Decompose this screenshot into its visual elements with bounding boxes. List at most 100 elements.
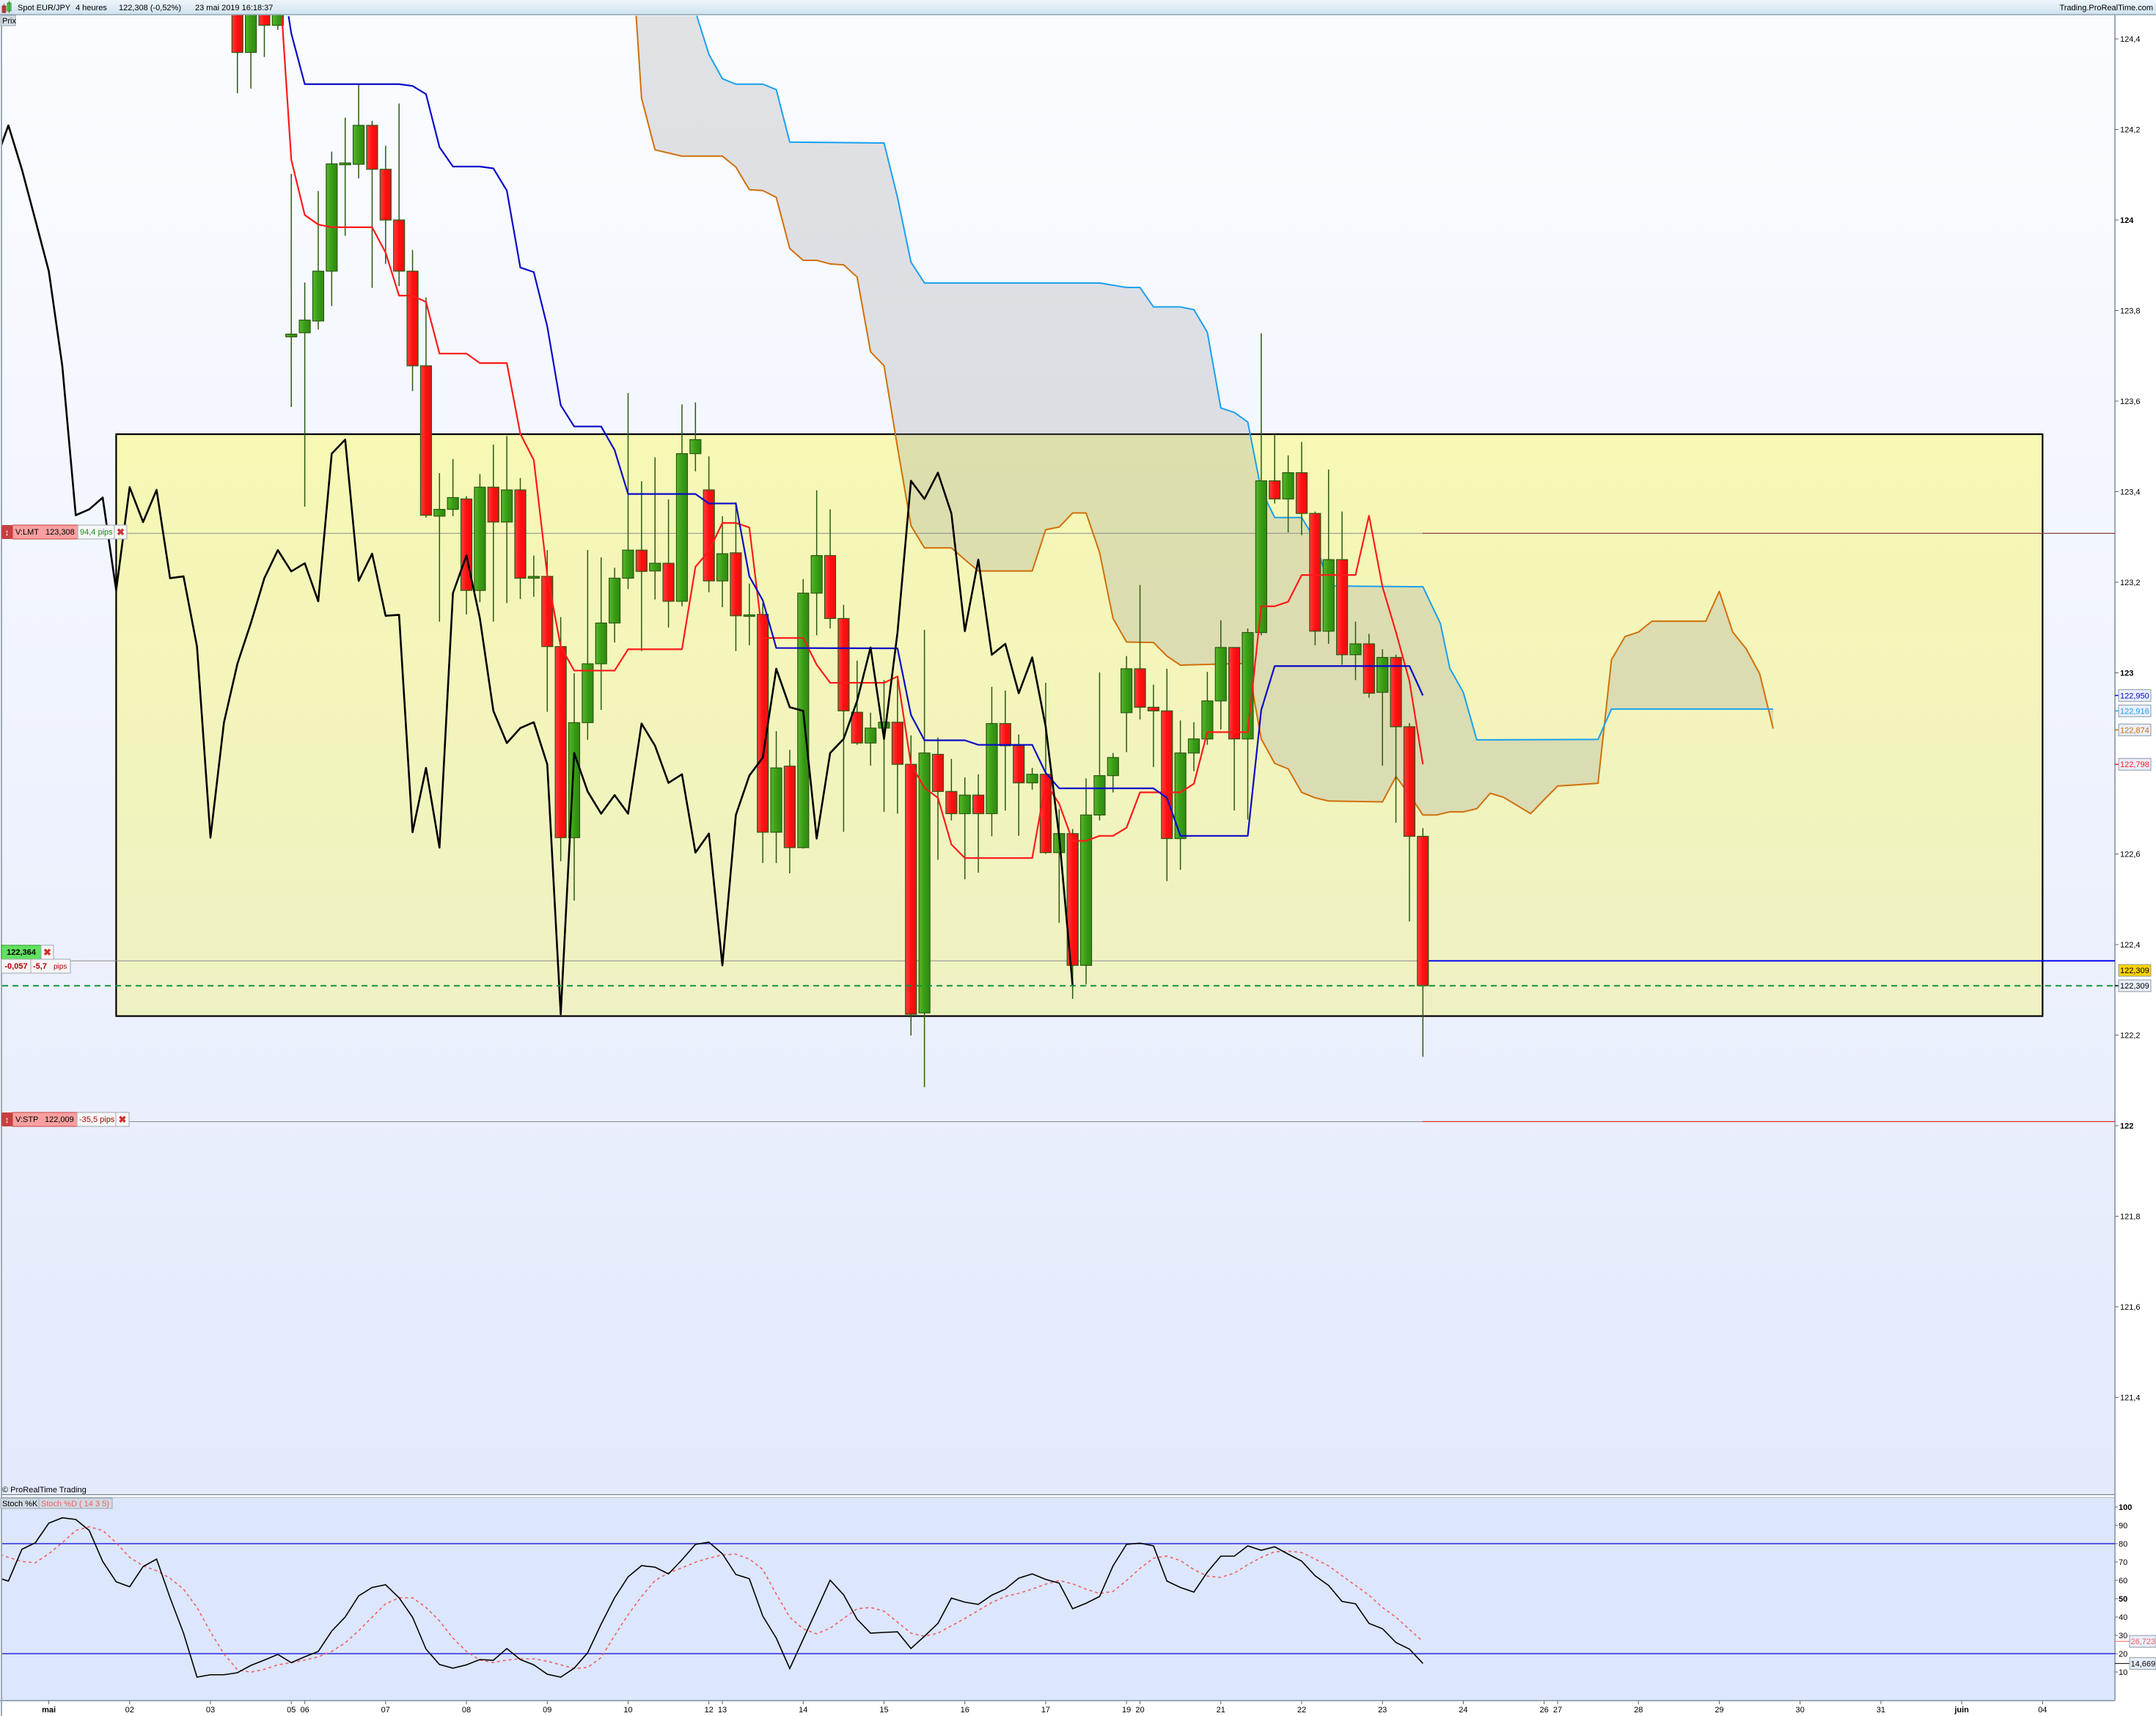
candle[interactable] <box>271 0 284 30</box>
candle[interactable] <box>285 174 298 408</box>
candle[interactable] <box>824 509 837 628</box>
candle[interactable] <box>433 473 446 622</box>
cancel-stop-button[interactable] <box>115 1112 130 1127</box>
bear-candle-body <box>1066 833 1079 967</box>
candle[interactable] <box>1093 672 1106 821</box>
candle[interactable] <box>1079 778 1093 985</box>
candle[interactable] <box>258 0 271 57</box>
candle[interactable] <box>689 402 702 472</box>
candle[interactable] <box>622 392 634 590</box>
candle[interactable] <box>730 502 742 651</box>
candle[interactable] <box>514 477 527 599</box>
candle[interactable] <box>1013 734 1025 836</box>
candle[interactable] <box>972 774 985 873</box>
stoch-d-legend[interactable] <box>38 1497 113 1509</box>
price-tab[interactable] <box>0 15 16 26</box>
bull-candle-body <box>675 453 689 602</box>
candle[interactable] <box>245 0 257 89</box>
candle[interactable] <box>1228 647 1241 811</box>
candle[interactable] <box>339 117 351 236</box>
candle[interactable] <box>326 151 338 307</box>
candle[interactable] <box>891 676 903 814</box>
candle[interactable] <box>1147 684 1160 767</box>
candle[interactable] <box>1214 620 1227 730</box>
candle[interactable] <box>1309 511 1321 645</box>
candle[interactable] <box>1187 722 1200 771</box>
date-tick-label: 12 <box>705 1706 714 1715</box>
drag-handle[interactable] <box>1 1112 12 1126</box>
candle[interactable] <box>1322 469 1335 644</box>
candle[interactable] <box>352 84 365 179</box>
candle[interactable] <box>635 481 648 651</box>
candle[interactable] <box>757 603 769 863</box>
limit-order-ticket[interactable]: ↕ V:LMT 123,308 94,4 pips ✖ <box>1 524 128 540</box>
timeframe[interactable]: 4 heures <box>76 4 107 12</box>
position-ticket[interactable]: 122,364 ✖ -0,057 -5,7 pips <box>1 945 71 974</box>
candle[interactable] <box>1026 768 1038 790</box>
candle[interactable] <box>703 456 715 593</box>
bear-candle-body <box>1390 656 1402 727</box>
stop-order-ticket[interactable]: ↕ V:STP 122,009 -35,5 pips ✖ <box>1 1112 130 1127</box>
support-resistance-zone[interactable] <box>115 433 2044 1017</box>
position-pips-value: -5,7 <box>33 962 47 971</box>
stoch-panel[interactable] <box>2 1498 2115 1701</box>
candle[interactable] <box>1134 584 1146 720</box>
candle[interactable] <box>1174 720 1187 870</box>
candle[interactable] <box>1107 752 1119 793</box>
candle[interactable] <box>298 282 311 507</box>
candle[interactable] <box>487 444 499 622</box>
candle[interactable] <box>810 490 823 636</box>
candle[interactable] <box>1282 455 1294 533</box>
bear-candle-body <box>757 614 769 833</box>
candle[interactable] <box>474 474 486 603</box>
candle[interactable] <box>1403 723 1416 922</box>
candle[interactable] <box>662 499 675 628</box>
candle[interactable] <box>958 777 971 880</box>
candle[interactable] <box>743 583 755 645</box>
candle[interactable] <box>366 120 378 288</box>
candle[interactable] <box>797 579 810 849</box>
candle[interactable] <box>312 191 325 330</box>
candle[interactable] <box>649 457 661 600</box>
candle[interactable] <box>447 459 459 516</box>
candle[interactable] <box>1255 333 1267 636</box>
candle[interactable] <box>770 731 782 863</box>
candle[interactable] <box>582 550 594 740</box>
candle[interactable] <box>675 404 689 606</box>
candle[interactable] <box>878 680 890 813</box>
candle[interactable] <box>419 297 433 518</box>
candle[interactable] <box>945 758 958 821</box>
candle[interactable] <box>1066 829 1079 1000</box>
candle[interactable] <box>837 604 850 832</box>
candle[interactable] <box>595 557 607 711</box>
candle[interactable] <box>783 749 796 874</box>
candle[interactable] <box>393 103 406 287</box>
candle[interactable] <box>1335 511 1349 665</box>
candle[interactable] <box>1349 621 1362 681</box>
candle[interactable] <box>1269 434 1281 504</box>
candle[interactable] <box>999 690 1011 811</box>
price-tick-label: 122,4 <box>2120 941 2141 950</box>
candle[interactable] <box>865 712 877 766</box>
bull-candle-body <box>1026 774 1038 784</box>
candle[interactable] <box>986 686 998 837</box>
candle[interactable] <box>1121 656 1133 752</box>
candle[interactable] <box>501 436 513 604</box>
candle[interactable] <box>1417 828 1429 1057</box>
candle[interactable] <box>231 0 243 94</box>
bull-candle-body <box>1349 643 1362 656</box>
candlestick-icon[interactable] <box>1 1 12 13</box>
bull-candle-body <box>447 496 459 510</box>
bear-candle-body <box>1134 668 1146 708</box>
drag-handle[interactable] <box>1 525 12 539</box>
candle[interactable] <box>1295 441 1308 535</box>
candle[interactable] <box>905 735 917 1036</box>
candle[interactable] <box>918 629 931 1088</box>
candle[interactable] <box>1390 654 1402 823</box>
candle[interactable] <box>608 568 621 643</box>
cancel-limit-button[interactable] <box>114 524 128 540</box>
candle[interactable] <box>716 516 729 607</box>
candle[interactable] <box>379 145 392 264</box>
candle[interactable] <box>527 555 540 597</box>
